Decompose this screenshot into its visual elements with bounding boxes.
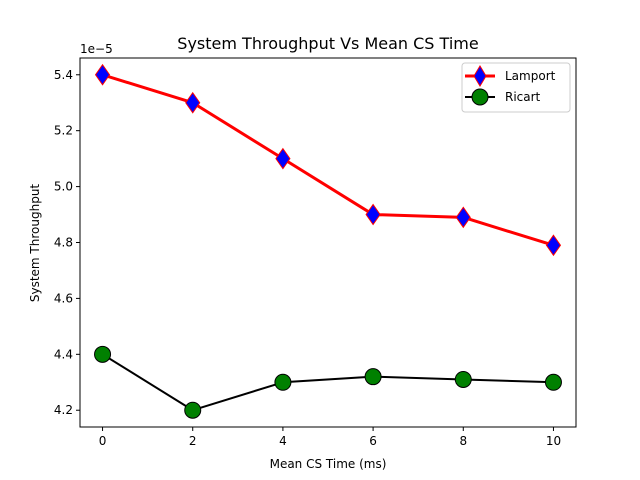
x-tick-label: 4 xyxy=(279,434,287,448)
data-point-ricart xyxy=(544,373,562,391)
plot-area-frame xyxy=(79,57,577,428)
y-tick-label: 4.2 xyxy=(54,403,73,417)
y-axis-offset-label: 1e−5 xyxy=(80,42,113,56)
y-tick-label: 5.2 xyxy=(54,124,73,138)
legend-lamport-diamond-icon xyxy=(473,65,487,87)
x-tick-label: 2 xyxy=(189,434,197,448)
data-point-ricart xyxy=(94,345,112,363)
x-tick-label: 6 xyxy=(369,434,377,448)
data-point-ricart xyxy=(454,370,472,388)
data-point-lamport xyxy=(455,206,471,229)
series-ricart-line xyxy=(101,352,555,412)
data-point-lamport xyxy=(94,63,111,86)
legend-ricart-label: Ricart xyxy=(505,90,541,104)
data-point-ricart xyxy=(274,373,292,391)
data-point-lamport xyxy=(365,203,381,226)
series-lamport-line xyxy=(100,72,556,248)
data-point-lamport xyxy=(545,234,562,257)
x-tick-label: 10 xyxy=(546,434,561,448)
y-tick-label: 4.8 xyxy=(54,236,73,250)
x-axis-label: Mean CS Time (ms) xyxy=(270,457,387,471)
data-point-ricart xyxy=(184,401,202,419)
x-tick-label: 0 xyxy=(99,434,107,448)
data-point-ricart xyxy=(364,368,382,386)
legend-lamport-label: Lamport xyxy=(505,69,556,83)
y-tick-label: 5.4 xyxy=(54,68,73,82)
y-axis-label: System Throughput xyxy=(28,184,42,303)
x-axis-ticks: 0 2 4 6 8 10 xyxy=(99,427,561,448)
series-layer xyxy=(94,63,562,419)
series-lamport xyxy=(94,63,562,257)
legend-ricart-circle-icon xyxy=(471,88,489,106)
y-tick-label: 4.4 xyxy=(54,347,73,361)
chart-title: System Throughput Vs Mean CS Time xyxy=(177,34,478,53)
legend: Lamport Ricart xyxy=(461,62,571,113)
y-tick-label: 4.6 xyxy=(54,291,73,305)
x-tick-label: 8 xyxy=(459,434,467,448)
y-tick-label: 5.0 xyxy=(54,180,73,194)
y-axis-ticks: 4.2 4.4 4.6 4.8 5.0 5.2 5.4 xyxy=(54,68,80,417)
data-point-lamport xyxy=(275,147,291,170)
series-ricart xyxy=(94,345,562,419)
data-point-lamport xyxy=(185,91,201,114)
